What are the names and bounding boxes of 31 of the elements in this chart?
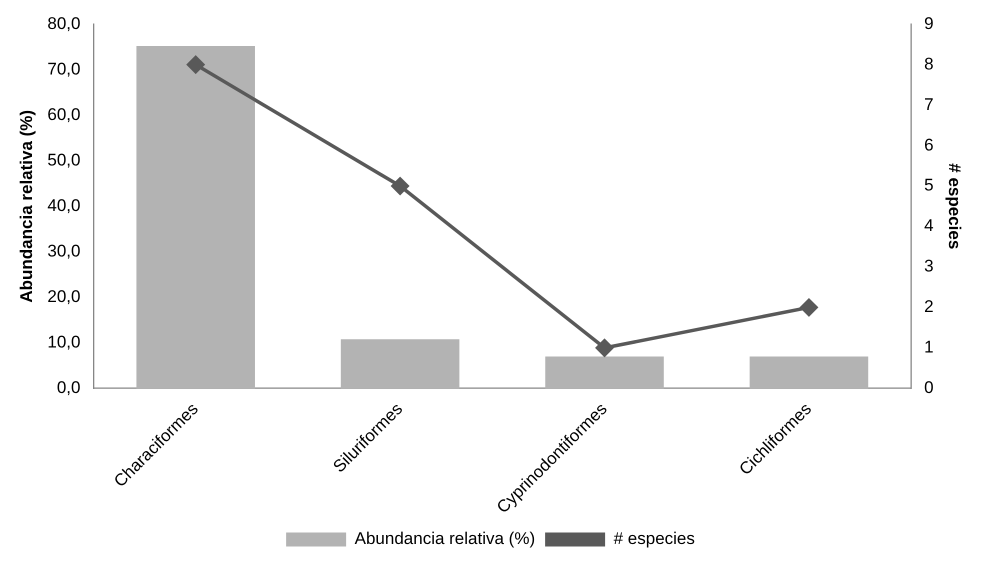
y2-tick-label: 3: [924, 256, 934, 276]
y2-tick-label: 5: [924, 176, 934, 195]
y-tick-label: 80,0: [47, 14, 80, 33]
legend-label: # especies: [614, 529, 695, 548]
bar: [136, 46, 255, 388]
y-tick-label: 40,0: [47, 196, 80, 215]
y-tick-label: 20,0: [47, 287, 80, 306]
y2-tick-label: 6: [924, 135, 934, 154]
y2-tick-label: 8: [924, 54, 934, 74]
point: [391, 177, 409, 195]
y-tick-label: 30,0: [47, 241, 80, 260]
y-tick-label: 50,0: [47, 150, 80, 170]
y2-axis-title: # especies: [945, 163, 964, 250]
y-tick-label: 10,0: [47, 332, 80, 352]
y2-tick-label: 1: [924, 338, 934, 357]
bar: [340, 339, 460, 388]
y-tick-label: 0,0: [56, 378, 80, 398]
y2-tick-label: 2: [924, 297, 934, 316]
y2-tick-label: 9: [924, 14, 934, 33]
point: [186, 56, 204, 74]
y2-tick-label: 0: [924, 378, 934, 398]
y2-tick-label: 4: [924, 216, 934, 236]
point: [800, 298, 818, 316]
y2-tick-label: 7: [924, 94, 934, 114]
y-tick-label: 60,0: [47, 104, 80, 124]
bar: [750, 356, 868, 388]
bar: [545, 356, 664, 388]
point: [596, 339, 614, 357]
y-tick-label: 70,0: [47, 59, 80, 78]
y-axis-title: Abundancia relativa (%): [16, 110, 36, 303]
legend-label: Abundancia relativa (%): [354, 529, 536, 548]
